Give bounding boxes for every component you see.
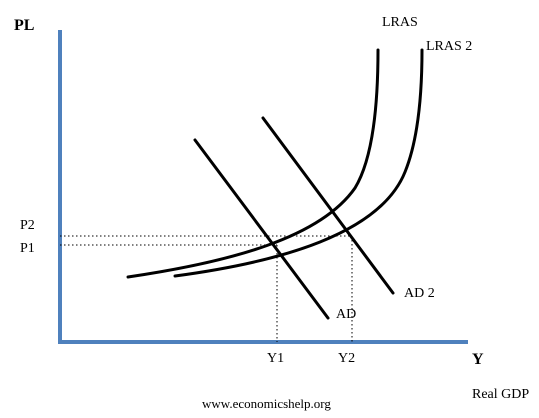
p1-tick-label: P1 [20,241,35,256]
lras-curve [126,48,380,279]
p2-tick-label: P2 [20,218,35,233]
x-axis-caption: Real GDP [472,387,529,402]
lras2-curve [173,48,424,278]
ad-curve [193,138,330,320]
source-credit: www.economicshelp.org [202,396,331,411]
lras2-label: LRAS 2 [426,39,472,54]
y1-tick-label: Y1 [267,351,284,366]
x-axis-label: Y [472,351,484,368]
lras-label: LRAS [382,15,418,30]
ad-label: AD [336,307,356,322]
ad2-curve [261,116,395,295]
y2-tick-label: Y2 [338,351,355,366]
y-axis-label: PL [14,17,34,34]
ad2-label: AD 2 [404,286,435,301]
